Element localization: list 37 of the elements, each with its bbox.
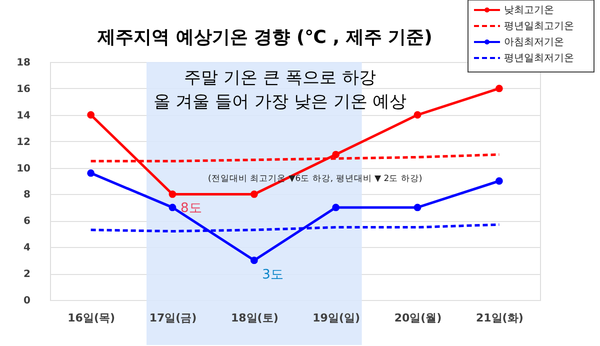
legend-label: 아침최저기온 [504,37,564,48]
legend-label: 평년일최저기온 [504,53,574,64]
y-tick-label: 14 [16,110,31,122]
y-tick-label: 18 [16,58,31,68]
y-tick-label: 12 [16,136,31,148]
y-tick-label: 4 [24,242,31,254]
legend-label: 낮최고기온 [504,5,554,16]
point [87,111,95,119]
x-tick-label: 17일(금) [149,312,197,324]
x-tick-label: 16일(목) [68,312,116,324]
annotation: 주말 기온 큰 폭으로 하강 올 겨울 들어 가장 낮은 기온 예상 [153,68,407,112]
y-tick-label: 6 [24,216,31,228]
point [332,204,340,212]
point [250,256,258,264]
annotation: (전일대비 최고기온 ▼6도 하강, 평년대비 ▼ 2도 하강) [208,174,422,184]
y-tick-label: 0 [24,296,31,306]
point [414,204,422,212]
x-tick-label: 20일(월) [394,312,442,324]
point [168,190,176,198]
y-tick-label: 10 [16,163,31,174]
legend-label: 평년일최고기온 [504,21,574,32]
y-tick-label: 8 [24,190,31,201]
annotation: 8도 [180,201,202,216]
point [332,150,340,158]
chart-title: 제주지역 예상기온 경향 (℃ , 제주 기준) [96,27,432,48]
point [168,204,176,212]
y-tick-label: 2 [24,269,31,280]
point [87,169,95,177]
annotation: 3도 [262,267,284,282]
point [495,177,503,185]
x-tick-label: 18일(토) [230,312,278,324]
point [250,190,258,198]
point [414,111,422,119]
y-tick-label: 16 [16,84,31,95]
x-tick-label: 21일(화) [476,312,524,324]
x-tick-label: 19일(일) [312,312,360,324]
point [495,84,503,92]
